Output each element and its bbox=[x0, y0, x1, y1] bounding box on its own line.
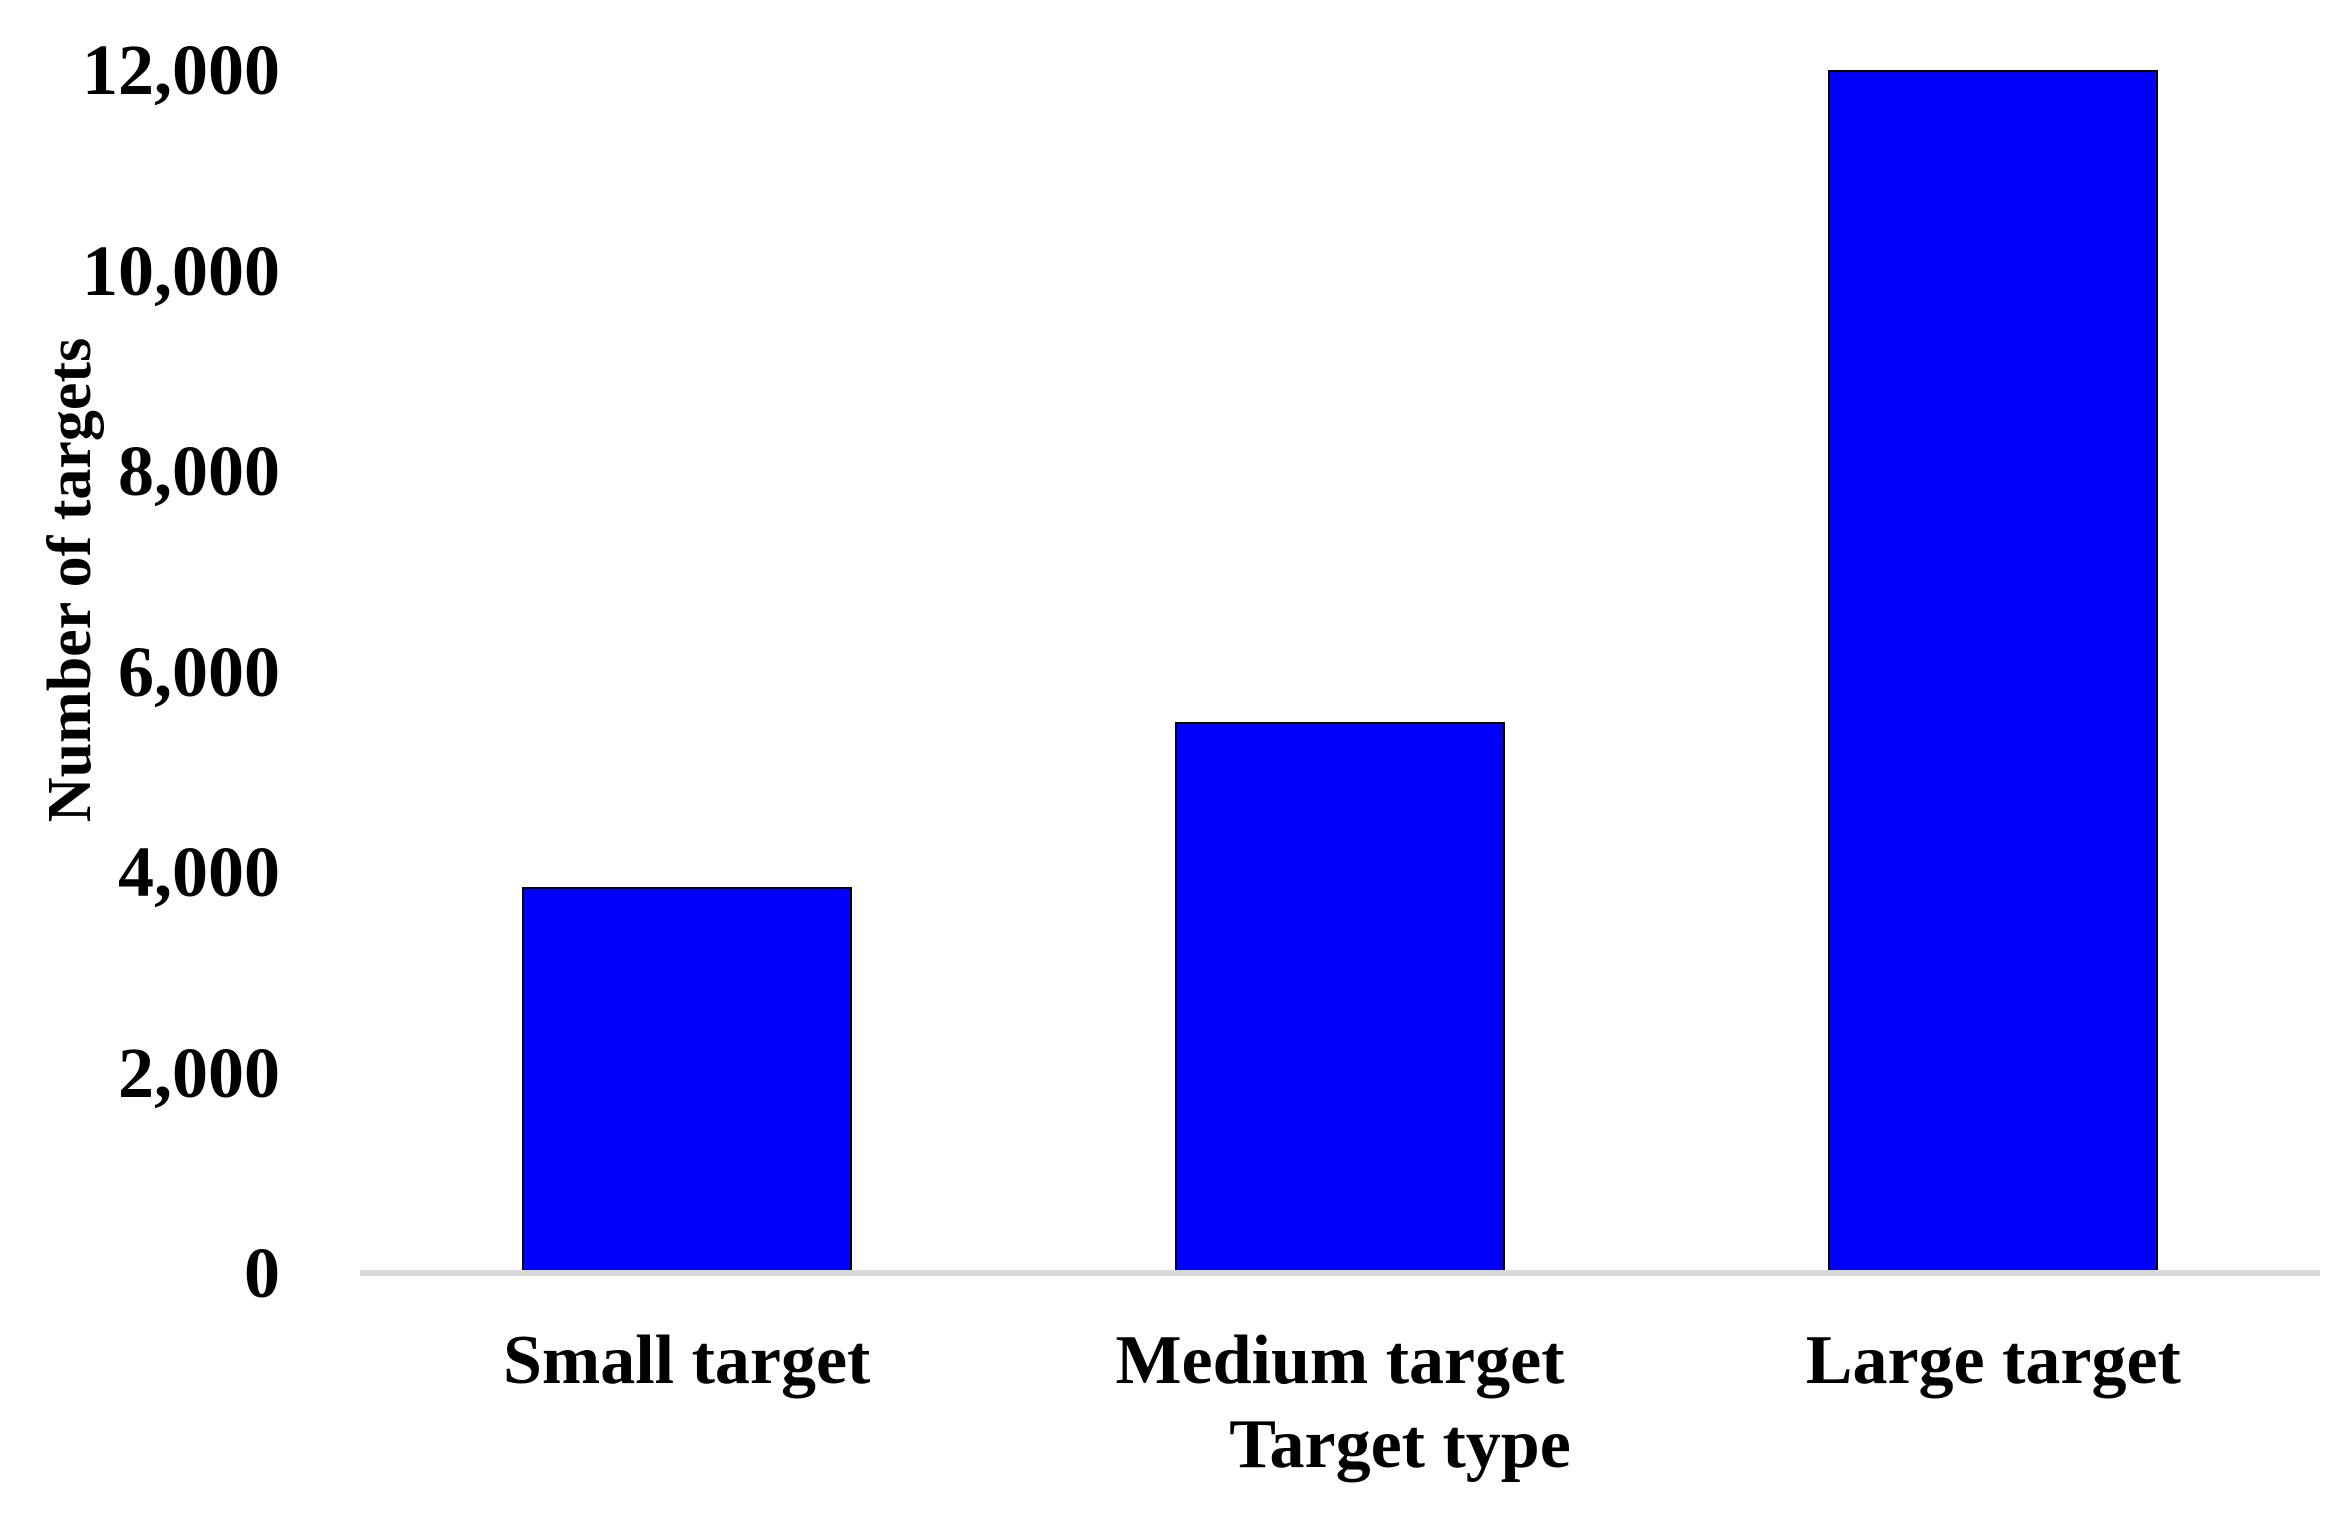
bar-medium-target bbox=[1175, 721, 1505, 1270]
x-category-label-medium-target: Medium target bbox=[1115, 1322, 1565, 1399]
y-axis-title: Number of targets bbox=[36, 337, 104, 823]
bar-large-target bbox=[1828, 70, 2159, 1270]
y-tick-label: 10,000 bbox=[82, 230, 280, 311]
y-tick-label: 8,000 bbox=[118, 431, 280, 511]
y-tick-label: 0 bbox=[244, 1233, 280, 1313]
y-tick-label: 4,000 bbox=[118, 832, 280, 912]
x-category-label-large-target: Large target bbox=[1805, 1322, 2181, 1399]
x-axis-line bbox=[360, 1270, 2320, 1276]
x-category-label-small-target: Small target bbox=[502, 1322, 871, 1399]
y-tick-label: 6,000 bbox=[118, 631, 280, 712]
y-tick-label: 12,000 bbox=[82, 30, 280, 110]
y-tick-label: 2,000 bbox=[118, 1032, 280, 1113]
bar-small-target bbox=[521, 887, 852, 1270]
x-axis-title: Target type bbox=[1229, 1406, 1571, 1483]
